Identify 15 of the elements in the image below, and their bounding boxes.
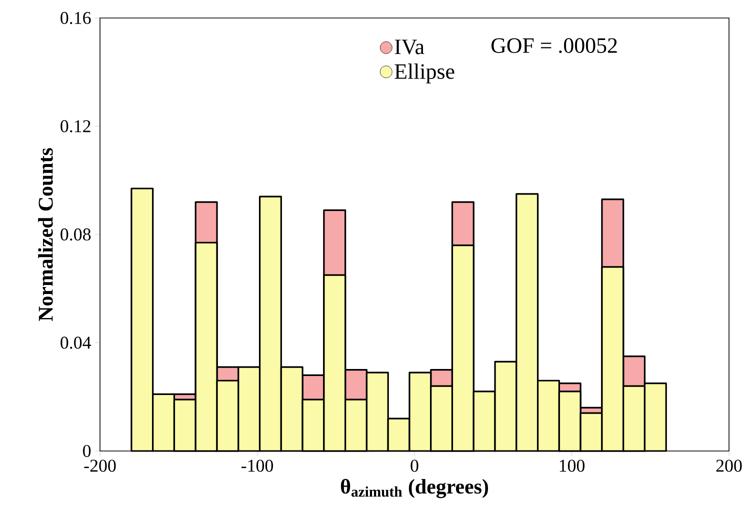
x-tick-label: -100 [241, 460, 273, 472]
y-tick-label: 0.08 [60, 228, 91, 241]
annotation: GOF = .00052 [491, 38, 617, 54]
x-tick-label: 100 [560, 460, 585, 472]
x-tick-label: 200 [716, 460, 742, 472]
y-tick-label: 0.12 [60, 120, 90, 132]
x-axis-title: θ$_{azimuth}$ (degrees) [340, 478, 488, 498]
y-tick-label: 0.16 [60, 12, 91, 24]
legend-label: Ellipse [394, 64, 454, 84]
legend-label: IVa [394, 40, 424, 54]
x-tick-label: -200 [84, 460, 116, 472]
y-axis-title: Normalized Counts [38, 148, 53, 321]
y-tick-label: 0.04 [60, 336, 92, 349]
x-tick-label: 0 [410, 460, 418, 472]
y-tick-label: 0 [83, 444, 91, 458]
